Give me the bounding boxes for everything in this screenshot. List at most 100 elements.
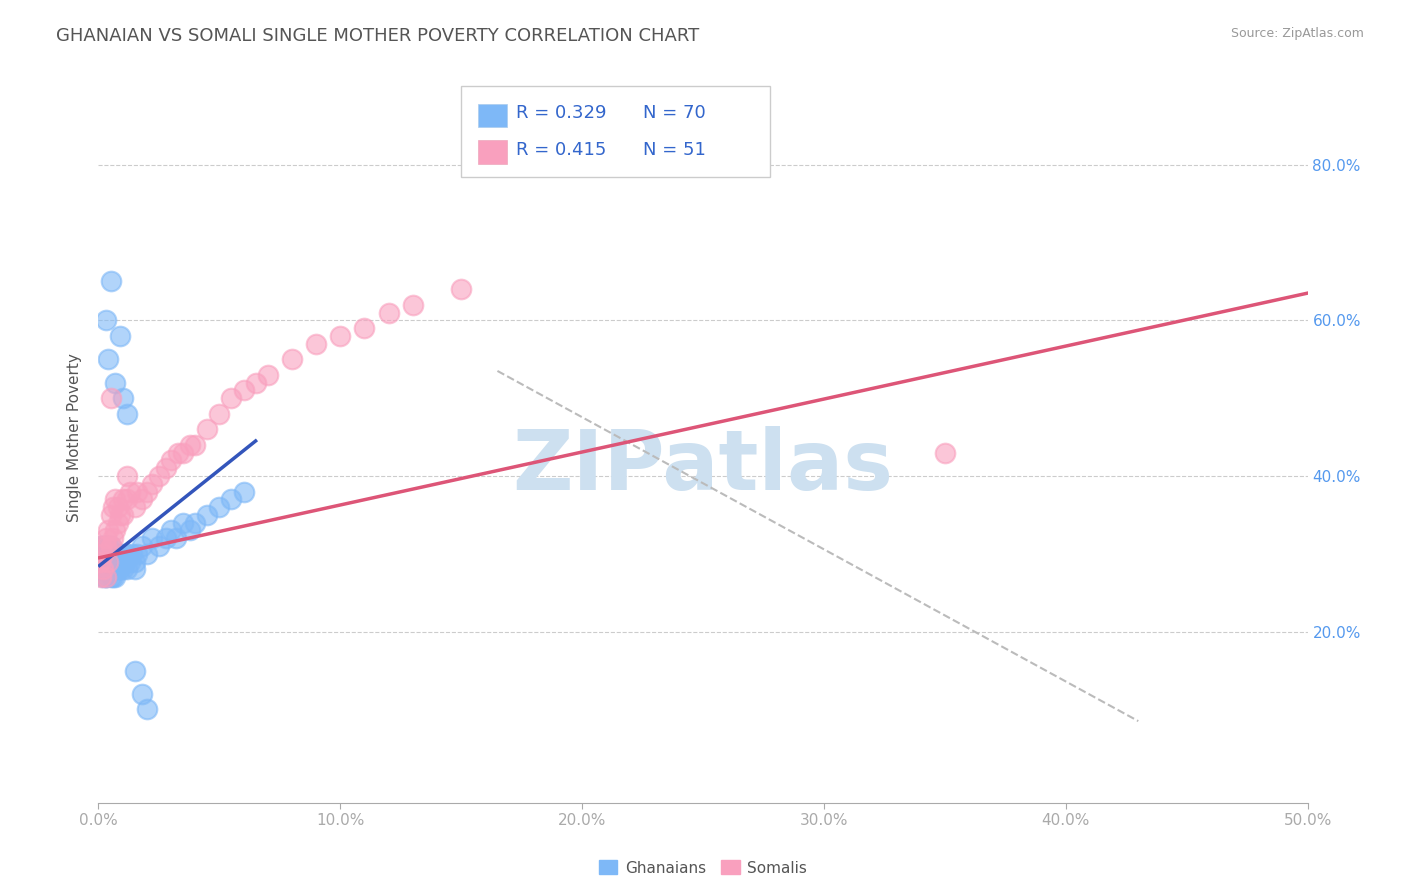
- Point: [118, 484, 141, 499]
- Point: [195, 422, 218, 436]
- Point: [104, 376, 127, 390]
- Point: [89, 555, 111, 569]
- Point: [208, 407, 231, 421]
- Point: [94, 539, 117, 553]
- Text: N = 51: N = 51: [643, 141, 706, 159]
- Point: [89, 555, 111, 569]
- Point: [111, 547, 134, 561]
- Legend: Ghanaians, Somalis: Ghanaians, Somalis: [593, 855, 813, 881]
- Point: [131, 687, 153, 701]
- Point: [100, 570, 122, 584]
- Point: [94, 570, 117, 584]
- Point: [184, 516, 207, 530]
- Point: [101, 547, 124, 561]
- Point: [208, 500, 231, 515]
- Point: [111, 391, 134, 405]
- Point: [117, 562, 139, 576]
- Point: [94, 555, 117, 569]
- Point: [165, 531, 187, 545]
- Point: [100, 562, 122, 576]
- Point: [377, 305, 399, 319]
- Point: [104, 555, 127, 569]
- Point: [141, 531, 163, 545]
- Point: [100, 275, 122, 289]
- Point: [107, 562, 129, 576]
- Point: [353, 321, 375, 335]
- Point: [90, 555, 112, 569]
- Point: [94, 531, 117, 545]
- Point: [141, 476, 163, 491]
- Point: [402, 298, 425, 312]
- Point: [97, 555, 120, 569]
- Point: [100, 391, 122, 405]
- Point: [167, 445, 190, 459]
- Point: [135, 547, 157, 561]
- Point: [172, 516, 194, 530]
- FancyBboxPatch shape: [478, 103, 508, 127]
- Point: [135, 484, 157, 499]
- Point: [221, 492, 243, 507]
- Point: [124, 500, 146, 515]
- Point: [160, 453, 183, 467]
- Point: [111, 562, 134, 576]
- Point: [94, 570, 117, 584]
- Point: [329, 329, 352, 343]
- Point: [108, 329, 131, 343]
- Point: [100, 539, 122, 553]
- Point: [179, 438, 201, 452]
- Text: Source: ZipAtlas.com: Source: ZipAtlas.com: [1230, 27, 1364, 40]
- Text: R = 0.415: R = 0.415: [516, 141, 606, 159]
- Point: [135, 702, 157, 716]
- Point: [232, 484, 254, 499]
- Point: [118, 555, 141, 569]
- FancyBboxPatch shape: [478, 140, 508, 163]
- Point: [127, 547, 149, 561]
- Text: N = 70: N = 70: [643, 104, 706, 122]
- Text: GHANAIAN VS SOMALI SINGLE MOTHER POVERTY CORRELATION CHART: GHANAIAN VS SOMALI SINGLE MOTHER POVERTY…: [56, 27, 700, 45]
- Point: [104, 547, 127, 561]
- Point: [97, 352, 120, 367]
- Point: [108, 555, 131, 569]
- Point: [94, 562, 117, 576]
- Point: [305, 336, 328, 351]
- Point: [155, 461, 177, 475]
- Point: [184, 438, 207, 452]
- Point: [104, 570, 127, 584]
- Point: [91, 562, 114, 576]
- Point: [108, 508, 131, 522]
- Point: [148, 539, 170, 553]
- Point: [107, 516, 129, 530]
- Point: [155, 531, 177, 545]
- Point: [104, 492, 127, 507]
- Point: [101, 500, 124, 515]
- Point: [100, 547, 122, 561]
- Point: [179, 524, 201, 538]
- Point: [256, 368, 278, 382]
- Point: [121, 547, 143, 561]
- Point: [97, 555, 120, 569]
- Point: [127, 484, 149, 499]
- Point: [90, 539, 112, 553]
- Point: [104, 524, 127, 538]
- Point: [100, 508, 122, 522]
- Point: [94, 547, 117, 561]
- Text: R = 0.329: R = 0.329: [516, 104, 606, 122]
- Y-axis label: Single Mother Poverty: Single Mother Poverty: [67, 352, 83, 522]
- Point: [107, 500, 129, 515]
- Point: [124, 555, 146, 569]
- Point: [131, 539, 153, 553]
- Point: [221, 391, 243, 405]
- Point: [124, 664, 146, 678]
- Point: [101, 570, 124, 584]
- Point: [117, 407, 139, 421]
- Point: [91, 547, 114, 561]
- Point: [131, 492, 153, 507]
- Point: [114, 555, 136, 569]
- Point: [107, 547, 129, 561]
- Point: [97, 562, 120, 576]
- Point: [90, 562, 112, 576]
- Point: [91, 539, 114, 553]
- Point: [108, 562, 131, 576]
- Point: [97, 547, 120, 561]
- Point: [245, 376, 267, 390]
